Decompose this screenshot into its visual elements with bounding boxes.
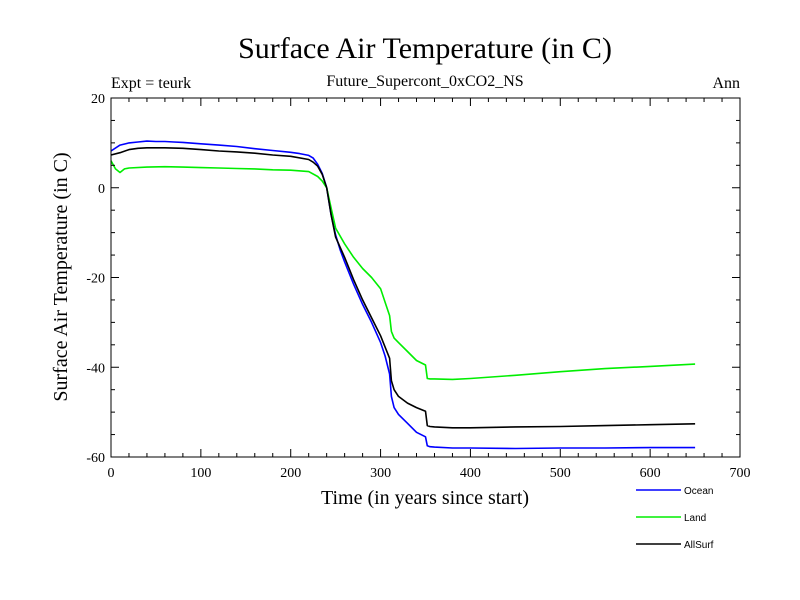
x-tick-label: 200: [280, 466, 301, 481]
chart-title: Surface Air Temperature (in C): [238, 32, 612, 65]
x-axis-label: Time (in years since start): [321, 487, 529, 509]
x-tick-label: 0: [108, 466, 115, 481]
experiment-label: Expt = teurk: [111, 75, 191, 92]
y-tick-label: -40: [86, 361, 105, 376]
x-tick-label: 100: [190, 466, 211, 481]
x-tick-label: 500: [550, 466, 571, 481]
axis-ticks: [110, 97, 741, 458]
legend: Ocean Land AllSurf: [636, 486, 714, 551]
x-tick-label: 400: [460, 466, 481, 481]
legend-label-ocean: Ocean: [684, 486, 713, 497]
series-line-ocean: [110, 140, 696, 450]
y-tick-label: 20: [91, 92, 105, 107]
series-lines: [110, 140, 696, 450]
y-tick-label: -20: [86, 272, 105, 287]
y-tick-label: 0: [98, 182, 105, 197]
series-line-land: [110, 160, 696, 381]
legend-label-land: Land: [684, 513, 706, 524]
y-axis-label: Surface Air Temperature (in C): [50, 152, 72, 401]
legend-label-allsurf: AllSurf: [684, 540, 714, 551]
x-tick-label: 600: [640, 466, 661, 481]
season-label: Ann: [712, 75, 740, 92]
y-tick-label: -60: [86, 451, 105, 466]
series-line-allsurf: [110, 147, 696, 429]
chart-subtitle: Future_Supercont_0xCO2_NS: [326, 73, 523, 90]
x-tick-label: 300: [370, 466, 391, 481]
plot-frame: [110, 97, 741, 458]
axis-tick-labels: 0 100 200 300 400 500 600 700 -60 -40 -20 0 20: [86, 92, 750, 481]
x-tick-label: 700: [730, 466, 751, 481]
